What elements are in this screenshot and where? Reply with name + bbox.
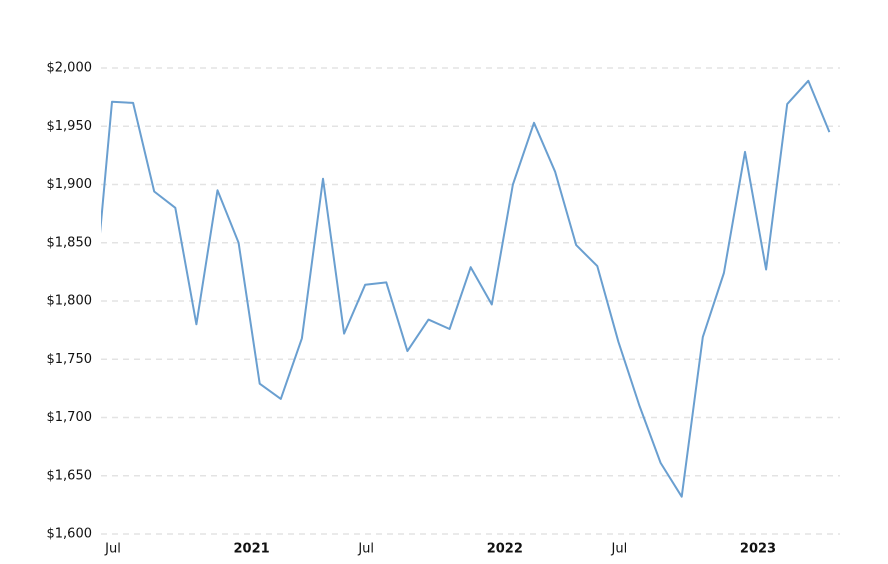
x-tick-label: Jul bbox=[357, 542, 374, 557]
y-tick-label: $1,700 bbox=[47, 410, 93, 425]
x-tick-label: 2021 bbox=[234, 542, 270, 557]
y-tick-label: $1,950 bbox=[47, 119, 93, 134]
y-tick-label: $2,000 bbox=[47, 61, 93, 76]
plot-area bbox=[101, 79, 831, 498]
x-tick-label: 2023 bbox=[740, 542, 776, 557]
y-tick-label: $1,750 bbox=[47, 352, 93, 367]
y-tick-label: $1,850 bbox=[47, 235, 93, 250]
y-tick-label: $1,900 bbox=[47, 177, 93, 192]
x-tick-label: Jul bbox=[611, 542, 628, 557]
y-tick-label: $1,600 bbox=[47, 527, 93, 542]
y-tick-label: $1,800 bbox=[47, 294, 93, 309]
x-tick-label: 2022 bbox=[487, 542, 523, 557]
y-tick-label: $1,650 bbox=[47, 468, 93, 483]
price-line bbox=[101, 79, 831, 498]
x-tick-label: Jul bbox=[104, 542, 121, 557]
